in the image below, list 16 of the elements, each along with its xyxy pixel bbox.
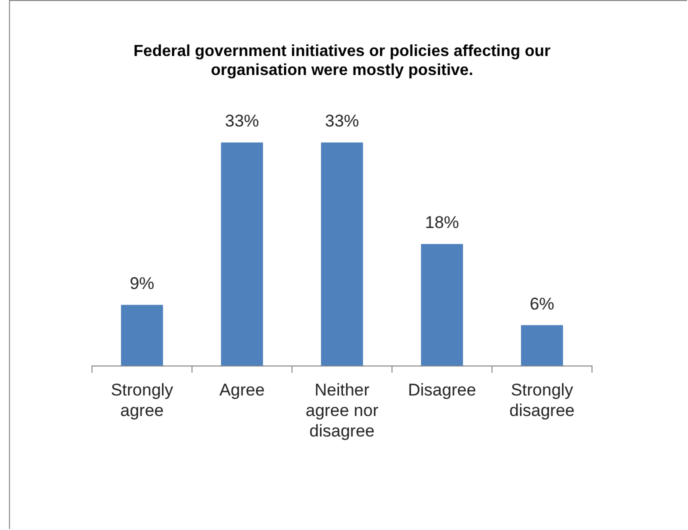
chart-title: Federal government initiatives or policies affecting our organisation were mostly positive. [134,43,550,80]
bar [121,304,163,366]
data-label: 33% [324,112,360,131]
bar [221,142,263,366]
x-tick-label: Disagree [408,380,476,400]
data-label: 18% [424,213,460,232]
bar [321,142,363,366]
data-label: 9% [130,274,154,294]
data-label: 33% [224,112,260,131]
x-tick-label: Agree [219,380,265,400]
bar [421,244,463,366]
x-tick-label: Neither agree nor disagree [306,380,379,440]
x-tick-label: Strongly disagree [509,380,575,420]
bar [521,325,563,366]
data-label: 6% [530,294,554,314]
x-tick-label: Strongly agree [110,380,174,420]
